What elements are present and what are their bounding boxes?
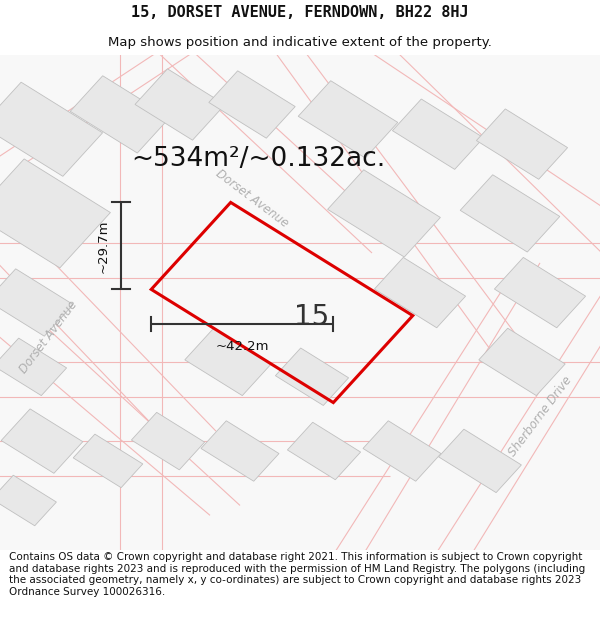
Text: Sherborne Drive: Sherborne Drive [506,374,574,459]
Polygon shape [131,412,205,470]
Polygon shape [476,109,568,179]
Polygon shape [201,421,279,481]
Polygon shape [0,159,110,268]
Polygon shape [287,422,361,480]
Text: ~534m²/~0.132ac.: ~534m²/~0.132ac. [131,146,385,172]
Text: Map shows position and indicative extent of the property.: Map shows position and indicative extent… [108,36,492,49]
Polygon shape [0,475,56,526]
Polygon shape [0,269,73,336]
Polygon shape [0,338,67,396]
Polygon shape [275,348,349,406]
Text: Dorset Avenue: Dorset Avenue [213,167,291,230]
Text: 15: 15 [295,303,329,331]
Polygon shape [135,69,225,140]
Text: Contains OS data © Crown copyright and database right 2021. This information is : Contains OS data © Crown copyright and d… [9,552,585,597]
Polygon shape [363,421,441,481]
Polygon shape [70,76,170,153]
Text: Dorset Avenue: Dorset Avenue [17,298,79,376]
Text: ~29.7m: ~29.7m [97,219,110,272]
Polygon shape [328,170,440,257]
Polygon shape [374,258,466,328]
Polygon shape [298,81,398,158]
Polygon shape [439,429,521,493]
Polygon shape [460,175,560,252]
Text: ~42.2m: ~42.2m [215,340,269,352]
Polygon shape [392,99,484,169]
Polygon shape [185,328,271,396]
Polygon shape [0,82,103,176]
Polygon shape [73,434,143,488]
Polygon shape [209,71,295,138]
Polygon shape [1,409,83,473]
Polygon shape [494,258,586,328]
Text: 15, DORSET AVENUE, FERNDOWN, BH22 8HJ: 15, DORSET AVENUE, FERNDOWN, BH22 8HJ [131,4,469,19]
Polygon shape [479,328,565,396]
